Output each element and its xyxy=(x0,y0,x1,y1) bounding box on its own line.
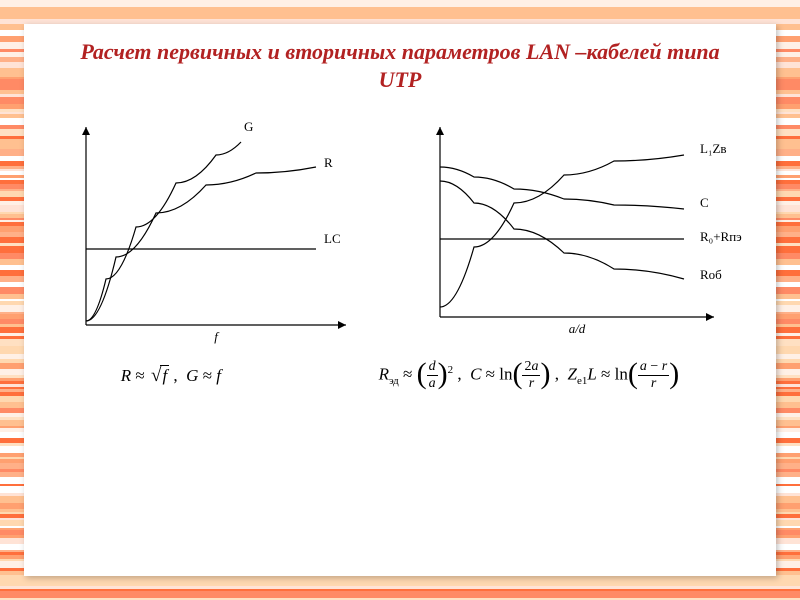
chart-right-svg: a/d L₁Zв C R₀+Rпэ Rоб xyxy=(404,107,744,347)
formula-left: R ≈ f , G ≈ f xyxy=(121,365,221,387)
chart-left: fGRLC xyxy=(56,107,376,352)
svg-text:G: G xyxy=(244,119,253,134)
chart-left-svg: fGRLC xyxy=(56,107,376,347)
formula-row: R ≈ f , G ≈ f Rэд ≈ (da)2 , C ≈ ln(2ar) … xyxy=(24,352,776,391)
svg-text:Rоб: Rоб xyxy=(700,267,722,282)
svg-text:R: R xyxy=(324,155,333,170)
decorative-box xyxy=(393,395,407,409)
formula-right: Rэд ≈ (da)2 , C ≈ ln(2ar) , Ze1L ≈ ln(a … xyxy=(379,360,680,391)
slide-content: Расчет первичных и вторичных параметров … xyxy=(24,24,776,576)
charts-row: fGRLC a/dL₁ZвCR₀+RпэRоб xyxy=(24,101,776,352)
chart-right: a/d L₁Zв C R₀+Rпэ Rоб xyxy=(404,107,744,352)
svg-text:C: C xyxy=(700,195,709,210)
svg-text:a/d: a/d xyxy=(569,321,586,336)
slide-title: Расчет первичных и вторичных параметров … xyxy=(24,24,776,101)
svg-text:R₀+Rпэ: R₀+Rпэ xyxy=(700,229,742,244)
svg-text:LC: LC xyxy=(324,231,341,246)
svg-text:L₁Zв: L₁Zв xyxy=(700,141,727,156)
